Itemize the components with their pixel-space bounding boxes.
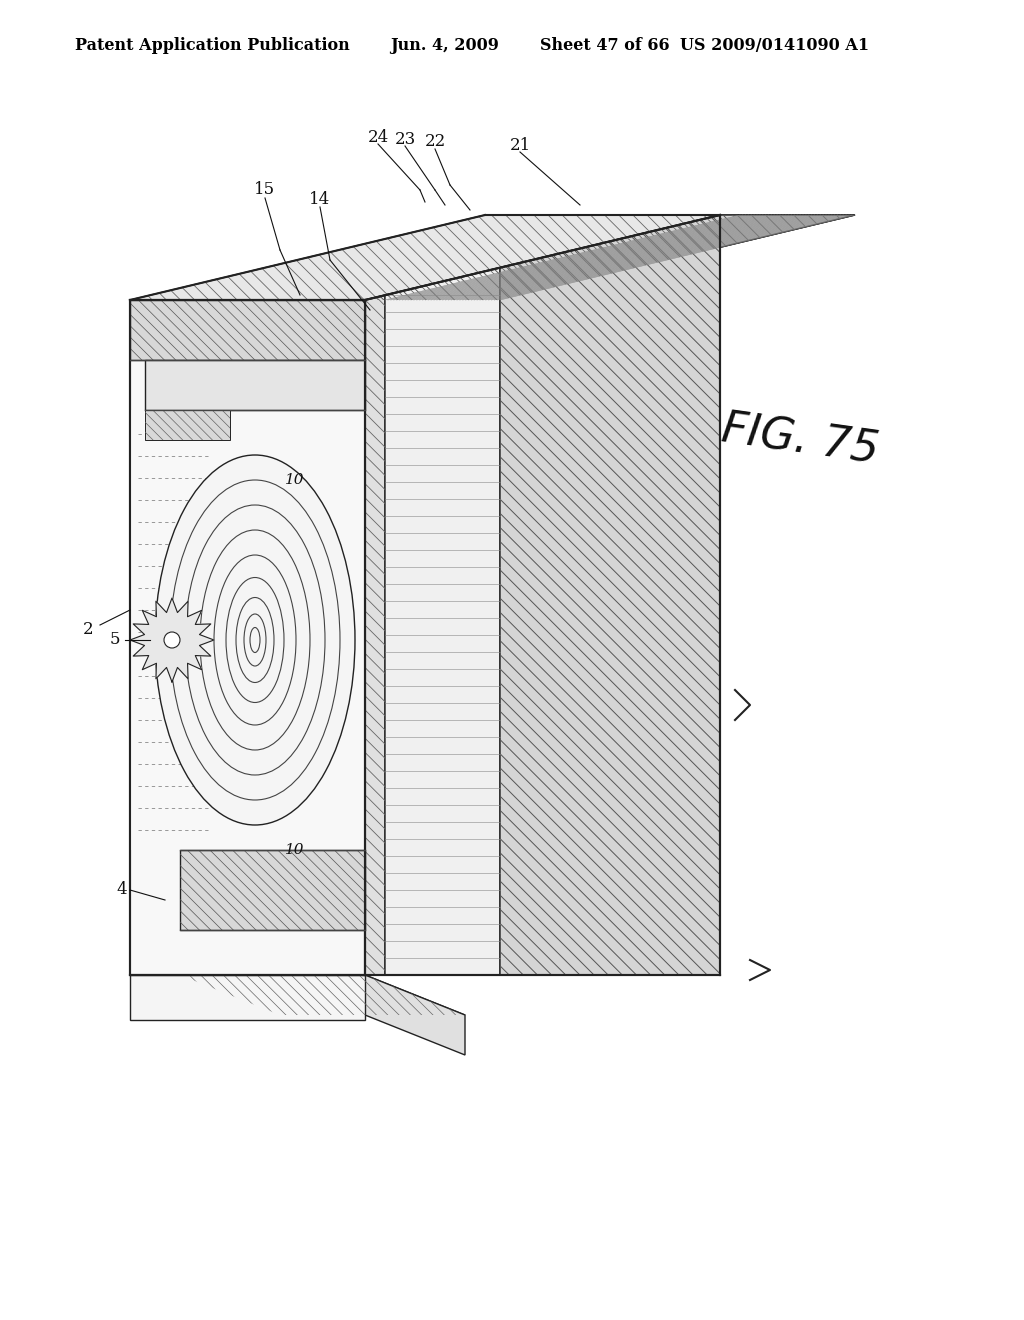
Text: 5: 5 [110, 631, 120, 648]
Polygon shape [180, 975, 465, 1015]
Polygon shape [130, 975, 365, 1020]
Text: FIG. 75: FIG. 75 [719, 408, 882, 473]
Polygon shape [180, 975, 365, 1015]
Polygon shape [145, 411, 230, 440]
Ellipse shape [155, 455, 355, 825]
Polygon shape [130, 300, 365, 360]
Text: 10: 10 [286, 843, 305, 857]
Polygon shape [130, 598, 214, 682]
Text: 15: 15 [254, 181, 275, 198]
Text: 21: 21 [509, 136, 530, 153]
Text: 24: 24 [368, 128, 389, 145]
Text: 14: 14 [309, 191, 331, 209]
Polygon shape [145, 360, 365, 411]
Text: 2: 2 [83, 622, 93, 639]
Polygon shape [130, 411, 365, 850]
Polygon shape [130, 300, 365, 975]
Text: US 2009/0141090 A1: US 2009/0141090 A1 [680, 37, 869, 54]
Text: 22: 22 [424, 133, 445, 150]
Polygon shape [130, 215, 740, 300]
Polygon shape [365, 296, 385, 975]
Polygon shape [500, 215, 720, 975]
Text: 23: 23 [394, 131, 416, 148]
Polygon shape [180, 850, 365, 931]
Circle shape [164, 632, 180, 648]
Polygon shape [365, 975, 465, 1055]
Polygon shape [365, 215, 855, 300]
Polygon shape [385, 268, 500, 975]
Text: Jun. 4, 2009: Jun. 4, 2009 [390, 37, 499, 54]
Text: Patent Application Publication: Patent Application Publication [75, 37, 350, 54]
Text: 10: 10 [286, 473, 305, 487]
Text: 4: 4 [117, 882, 127, 899]
Polygon shape [385, 215, 855, 300]
Text: Sheet 47 of 66: Sheet 47 of 66 [540, 37, 670, 54]
